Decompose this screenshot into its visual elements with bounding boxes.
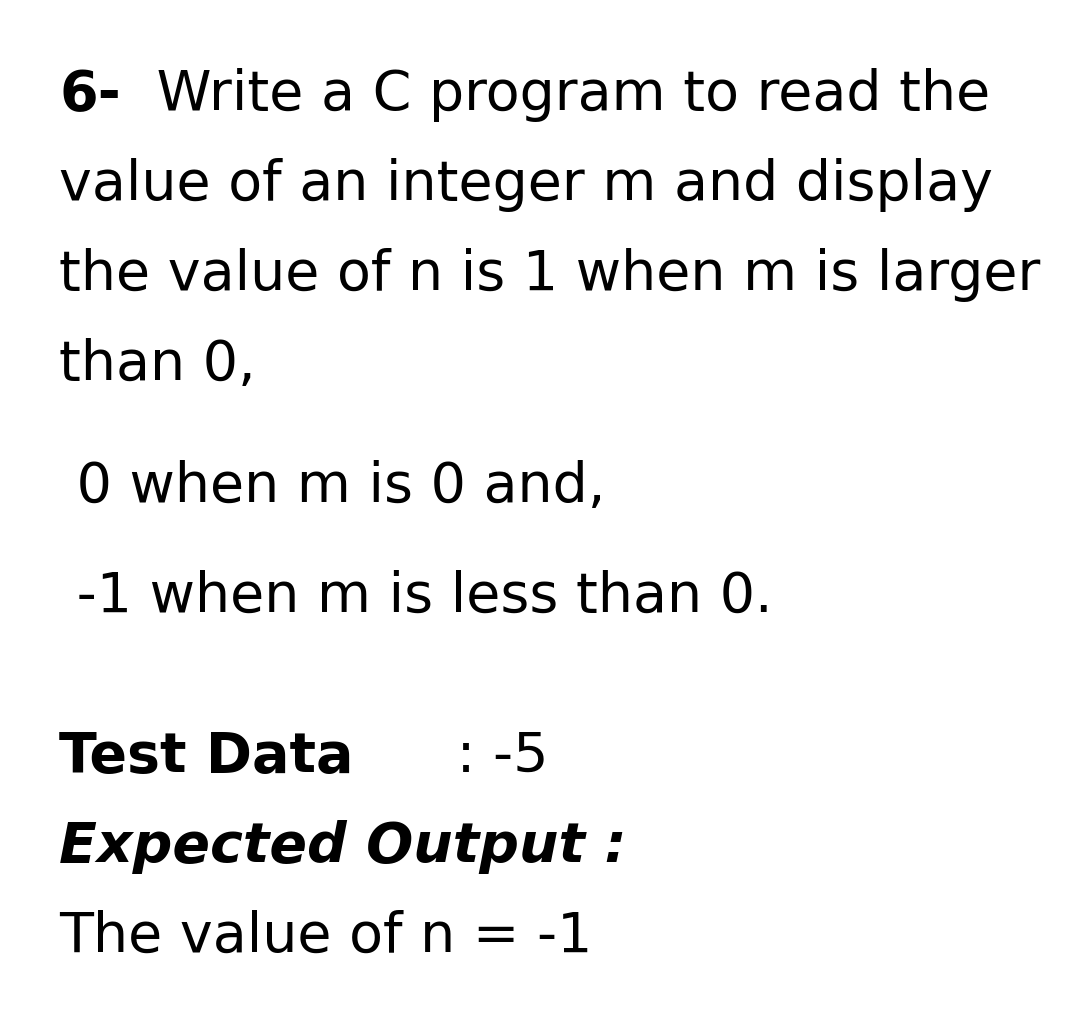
- Text: 6-: 6-: [59, 68, 121, 122]
- Text: Expected Output :: Expected Output :: [59, 820, 627, 874]
- Text: : -5: : -5: [440, 730, 549, 784]
- Text: -1 when m is less than 0.: -1 when m is less than 0.: [59, 570, 773, 624]
- Text: than 0,: than 0,: [59, 338, 256, 392]
- Text: value of an integer m and display: value of an integer m and display: [59, 158, 994, 212]
- Text: the value of n is 1 when m is larger: the value of n is 1 when m is larger: [59, 248, 1041, 302]
- Text: Test Data: Test Data: [59, 730, 354, 784]
- Text: 0 when m is 0 and,: 0 when m is 0 and,: [59, 460, 606, 514]
- Text: Write a C program to read the: Write a C program to read the: [139, 68, 990, 122]
- Text: The value of n = -1: The value of n = -1: [59, 910, 593, 964]
